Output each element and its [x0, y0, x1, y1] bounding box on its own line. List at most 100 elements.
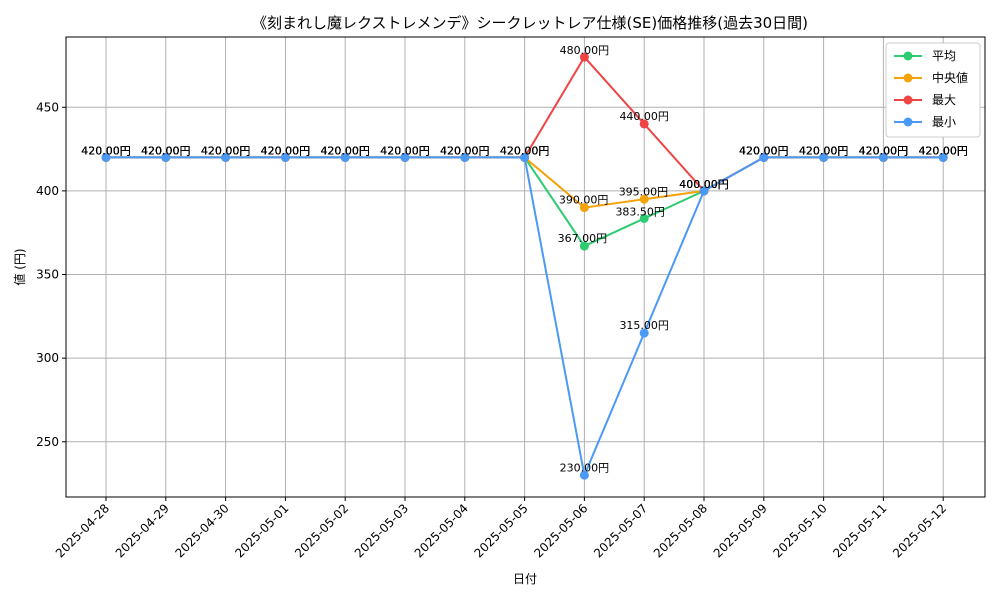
data-label: 420.00円 [320, 144, 370, 157]
data-point [400, 152, 410, 162]
data-point [579, 203, 589, 213]
data-label: 420.00円 [739, 144, 789, 157]
data-label: 420.00円 [918, 144, 968, 157]
data-label: 420.00円 [440, 144, 490, 157]
data-label: 420.00円 [201, 144, 251, 157]
data-label: 420.00円 [201, 144, 251, 157]
data-label: 390.00円 [559, 194, 609, 207]
x-tick-label: 2025-05-01 [232, 501, 291, 560]
data-label: 420.00円 [81, 144, 131, 157]
data-label: 420.00円 [440, 144, 490, 157]
data-label: 420.00円 [81, 144, 131, 157]
data-label: 420.00円 [500, 144, 550, 157]
data-label: 420.00円 [320, 144, 370, 157]
data-point [878, 152, 888, 162]
x-tick-label: 2025-05-02 [292, 501, 351, 560]
x-tick-label: 2025-05-10 [771, 501, 830, 560]
data-label: 230.00円 [560, 461, 610, 474]
data-label: 480.00円 [560, 44, 610, 57]
data-label: 383.50円 [615, 205, 665, 218]
data-point [819, 152, 829, 162]
data-label: 420.00円 [799, 144, 849, 157]
x-tick-label: 2025-04-29 [113, 501, 172, 560]
data-label: 420.00円 [141, 144, 191, 157]
data-label: 420.00円 [380, 144, 430, 157]
data-label: 420.00円 [500, 144, 550, 157]
data-point [520, 152, 530, 162]
data-point [639, 119, 649, 129]
data-label: 420.00円 [81, 144, 131, 157]
data-label: 420.00円 [320, 144, 370, 157]
legend-label: 最小 [932, 115, 956, 129]
data-label: 420.00円 [739, 144, 789, 157]
data-label: 420.00円 [440, 144, 490, 157]
data-label: 420.00円 [261, 144, 311, 157]
legend-marker [903, 51, 913, 61]
y-tick-label: 350 [36, 268, 59, 282]
series-layer [101, 52, 948, 480]
legend-marker [903, 117, 913, 127]
y-tick-label: 250 [36, 435, 59, 449]
x-axis-label: 日付 [513, 572, 537, 586]
data-point [161, 152, 171, 162]
data-label: 400.00円 [679, 178, 729, 191]
data-label: 420.00円 [739, 144, 789, 157]
data-label: 420.00円 [380, 144, 430, 157]
data-point [639, 194, 649, 204]
legend-marker [903, 73, 913, 83]
x-tick-label: 2025-05-05 [472, 501, 531, 560]
data-label: 420.00円 [201, 144, 251, 157]
data-label: 420.00円 [500, 144, 550, 157]
data-point [579, 241, 589, 251]
data-label: 420.00円 [859, 144, 909, 157]
y-tick-label: 300 [36, 351, 59, 365]
data-label: 420.00円 [918, 144, 968, 157]
data-label: 420.00円 [201, 144, 251, 157]
x-tick-label: 2025-05-12 [890, 501, 949, 560]
x-tick-label: 2025-05-11 [830, 501, 889, 560]
chart-title: 《刻まれし魔レクストレメンデ》シークレットレア仕様(SE)価格推移(過去30日間… [252, 14, 808, 32]
data-label: 420.00円 [81, 144, 131, 157]
data-point [221, 152, 231, 162]
x-axis: 2025-04-28 2025-04-29 2025-04-30 2025-05-01… [53, 497, 949, 560]
data-label: 400.00円 [679, 178, 729, 191]
data-label: 420.00円 [918, 144, 968, 157]
data-point [280, 152, 290, 162]
data-label: 420.00円 [799, 144, 849, 157]
legend-label: 最大 [932, 93, 956, 107]
data-label: 440.00円 [619, 110, 669, 123]
data-point [938, 152, 948, 162]
x-tick-label: 2025-05-04 [412, 501, 471, 560]
grid [66, 37, 985, 497]
x-tick-label: 2025-05-06 [531, 501, 590, 560]
x-tick-label: 2025-05-07 [591, 501, 650, 560]
data-label: 400.00円 [679, 178, 729, 191]
data-label: 420.00円 [859, 144, 909, 157]
data-label: 420.00円 [440, 144, 490, 157]
data-point [639, 328, 649, 338]
data-label: 420.00円 [918, 144, 968, 157]
data-label: 367.00円 [558, 232, 608, 245]
data-point [699, 186, 709, 196]
data-label: 420.00円 [320, 144, 370, 157]
data-point [579, 470, 589, 480]
x-tick-label: 2025-05-08 [651, 501, 710, 560]
legend-marker [903, 95, 913, 105]
data-label: 420.00円 [739, 144, 789, 157]
data-label: 420.00円 [799, 144, 849, 157]
legend-box [885, 42, 981, 138]
y-tick-label: 450 [36, 100, 59, 114]
legend-label: 中央値 [932, 70, 968, 85]
legend-label: 平均 [932, 49, 956, 63]
data-label: 420.00円 [261, 144, 311, 157]
data-point [340, 152, 350, 162]
data-label: 420.00円 [799, 144, 849, 157]
x-tick-label: 2025-05-03 [352, 501, 411, 560]
data-label: 420.00円 [859, 144, 909, 157]
data-labels: 420.00円 420.00円 420.00円 420.00円 420.00円 420.0… [81, 44, 968, 474]
data-label: 420.00円 [261, 144, 311, 157]
y-tick-label: 400 [36, 184, 59, 198]
